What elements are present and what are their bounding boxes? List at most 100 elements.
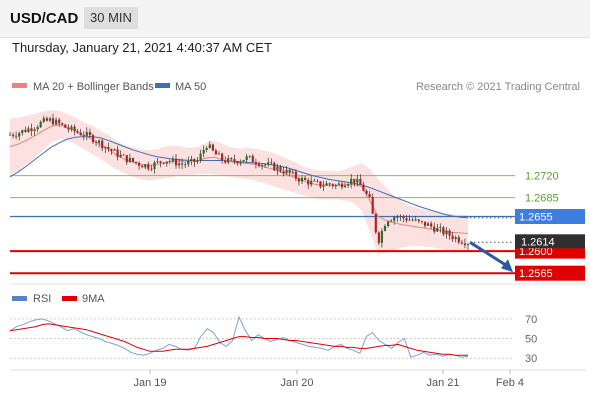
level-tag-1.2565 — [515, 265, 585, 281]
candle-body — [205, 148, 208, 150]
candle-body — [254, 162, 257, 165]
candle-body — [181, 163, 184, 165]
candle-body — [91, 135, 95, 143]
rsi-tick-30: 30 — [525, 353, 537, 365]
rsi-ma9-line — [9, 323, 468, 356]
candle-body — [162, 162, 165, 164]
rsi-legend-label: RSI — [33, 293, 51, 305]
candle-body — [98, 140, 101, 143]
candle-body — [30, 128, 33, 132]
candle-body — [436, 227, 439, 232]
rsi-line — [9, 315, 469, 358]
candle-body — [95, 142, 98, 143]
candle-body — [368, 194, 371, 197]
candle-body — [245, 156, 248, 161]
candle-body — [61, 123, 64, 125]
level-label-1.2720: 1.2720 — [525, 171, 559, 183]
bollinger-band — [10, 110, 468, 254]
candle-body — [141, 165, 144, 168]
candle-body — [76, 131, 79, 133]
candle-body — [350, 178, 353, 185]
candle-body — [282, 171, 285, 174]
candle-body — [24, 130, 27, 132]
rsi-tick-70: 70 — [525, 314, 537, 326]
candle-body — [199, 153, 202, 161]
candle-body — [15, 135, 18, 137]
candle-body — [371, 197, 374, 214]
candle-body — [365, 190, 368, 194]
candle-body — [55, 119, 58, 125]
candle-body — [399, 216, 402, 218]
candle-body — [411, 219, 414, 221]
candle-body — [239, 161, 242, 164]
candle-body — [153, 162, 156, 169]
candle-body — [442, 227, 445, 235]
candle-body — [423, 221, 427, 226]
candle-body — [230, 158, 233, 160]
level-label-1.2655: 1.2655 — [519, 212, 553, 224]
candle-body — [353, 178, 356, 183]
candle-body — [402, 216, 405, 219]
candle-body — [331, 184, 334, 187]
candle-body — [168, 161, 171, 163]
candle-body — [390, 220, 393, 222]
candle-body — [356, 178, 359, 183]
candle-body — [165, 161, 168, 164]
level-label-1.2565: 1.2565 — [519, 268, 553, 280]
candle-body — [457, 237, 460, 243]
candle-body — [211, 144, 214, 151]
timeframe-badge[interactable]: 30 MIN — [84, 7, 138, 29]
candle-body — [334, 184, 337, 187]
candle-body — [248, 155, 251, 157]
credit-text: Research © 2021 Trading Central — [416, 81, 580, 93]
candle-body — [156, 161, 159, 163]
candle-body — [8, 134, 12, 136]
candle-body — [463, 243, 466, 246]
candle-body — [359, 178, 362, 185]
candle-body — [454, 237, 457, 239]
candle-body — [233, 159, 236, 162]
candle-body — [276, 166, 279, 171]
candle-body — [316, 180, 319, 182]
x-tick-label: Jan 21 — [426, 377, 459, 389]
candle-body — [196, 160, 199, 163]
candle-body — [79, 132, 82, 136]
ma50-legend-swatch — [155, 83, 170, 88]
candle-body — [27, 128, 30, 132]
candle-body — [64, 124, 67, 128]
candle-body — [408, 219, 411, 221]
candle-body — [273, 162, 276, 171]
candle-body — [337, 183, 340, 185]
candle-body — [420, 221, 423, 222]
rsi-tick-50: 50 — [525, 334, 537, 346]
candle-body — [267, 162, 270, 165]
candle-body — [221, 153, 224, 161]
candle-body — [257, 164, 261, 166]
candle-body — [150, 168, 153, 170]
ma9-legend-label: 9MA — [82, 293, 105, 305]
candle-body — [51, 118, 55, 125]
candle-body — [58, 119, 61, 124]
candle-body — [396, 217, 399, 218]
candle-body — [297, 178, 300, 182]
candle-body — [414, 219, 417, 221]
candle-body — [45, 118, 48, 121]
candle-body — [294, 171, 297, 179]
candle-body — [322, 185, 325, 187]
candle-body — [190, 158, 193, 162]
candle-body — [264, 164, 267, 166]
candle-body — [113, 149, 116, 151]
candle-body — [383, 226, 387, 231]
candle-body — [48, 118, 52, 121]
level-label-1.2685: 1.2685 — [525, 193, 559, 205]
candle-body — [362, 184, 365, 191]
candle-body — [251, 155, 254, 163]
candle-body — [39, 121, 42, 128]
candle-body — [36, 127, 39, 130]
candle-body — [202, 149, 205, 154]
candle-body — [448, 230, 451, 236]
x-tick-label: Feb 4 — [496, 377, 524, 389]
candle-body — [307, 180, 310, 185]
